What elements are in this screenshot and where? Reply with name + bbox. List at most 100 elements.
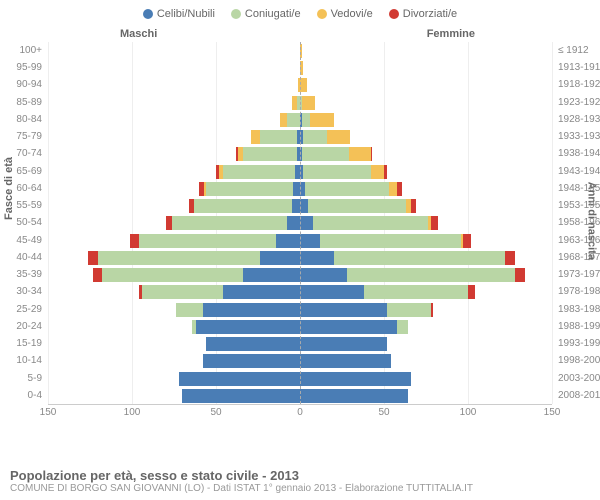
- bar-male: [206, 337, 300, 351]
- bar-female: [300, 130, 350, 144]
- age-label: 25-29: [8, 301, 48, 319]
- bar-male: [166, 216, 300, 230]
- legend: Celibi/NubiliConiugati/eVedovi/eDivorzia…: [0, 0, 600, 24]
- bar-female: [300, 320, 408, 334]
- year-label: 2008-2012: [552, 387, 600, 405]
- bar-female: [300, 285, 475, 299]
- bar-segment: [463, 234, 471, 248]
- age-label: 35-39: [8, 266, 48, 284]
- age-label: 60-64: [8, 180, 48, 198]
- year-label: ≤ 1912: [552, 42, 600, 60]
- bar-segment: [293, 182, 300, 196]
- year-label: 1998-2002: [552, 352, 600, 370]
- bar-female: [300, 96, 315, 110]
- legend-label: Celibi/Nubili: [157, 8, 215, 20]
- year-label: 1958-1962: [552, 214, 600, 232]
- bar-segment: [387, 303, 431, 317]
- year-label: 1988-1992: [552, 318, 600, 336]
- year-label: 1963-1967: [552, 232, 600, 250]
- x-tick: 150: [544, 407, 561, 418]
- age-label: 85-89: [8, 94, 48, 112]
- bar-segment: [172, 216, 286, 230]
- age-label: 50-54: [8, 214, 48, 232]
- x-tick: 50: [378, 407, 389, 418]
- bar-male: [236, 147, 300, 161]
- bar-segment: [334, 251, 505, 265]
- year-label: 1953-1957: [552, 197, 600, 215]
- bar-segment: [260, 251, 300, 265]
- bar-segment: [349, 147, 371, 161]
- bar-segment: [280, 113, 287, 127]
- bar-segment: [300, 78, 307, 92]
- bar-female: [300, 113, 334, 127]
- bar-segment: [176, 303, 203, 317]
- bar-female: [300, 389, 408, 403]
- x-tick: 100: [460, 407, 477, 418]
- bar-female: [300, 199, 416, 213]
- bar-segment: [468, 285, 475, 299]
- bar-male: [280, 113, 300, 127]
- bar-segment: [287, 113, 300, 127]
- age-label: 80-84: [8, 111, 48, 129]
- bar-segment: [300, 320, 397, 334]
- bar-female: [300, 234, 471, 248]
- bar-segment: [300, 234, 320, 248]
- bar-segment: [389, 182, 397, 196]
- bar-segment: [320, 234, 461, 248]
- x-tick: 150: [40, 407, 57, 418]
- year-label: 1973-1977: [552, 266, 600, 284]
- footer: Popolazione per età, sesso e stato civil…: [10, 468, 590, 494]
- bar-segment: [300, 303, 387, 317]
- bar-segment: [102, 268, 243, 282]
- bar-segment: [313, 216, 427, 230]
- bar-male: [139, 285, 300, 299]
- age-label: 10-14: [8, 352, 48, 370]
- bar-segment: [347, 268, 515, 282]
- age-label: 30-34: [8, 283, 48, 301]
- gender-male-label: Maschi: [120, 28, 157, 40]
- bar-segment: [305, 182, 389, 196]
- bar-segment: [397, 182, 402, 196]
- bar-segment: [98, 251, 259, 265]
- bar-female: [300, 354, 391, 368]
- bar-segment: [431, 303, 433, 317]
- bar-segment: [300, 337, 387, 351]
- x-tick: 0: [297, 407, 303, 418]
- bar-segment: [310, 113, 334, 127]
- x-axis: 15010050050100150: [48, 404, 552, 422]
- year-label: 1978-1982: [552, 283, 600, 301]
- bar-segment: [300, 268, 347, 282]
- bar-female: [300, 147, 372, 161]
- bar-segment: [182, 389, 300, 403]
- bar-segment: [142, 285, 223, 299]
- bar-segment: [243, 147, 297, 161]
- year-label: 1968-1972: [552, 249, 600, 267]
- bar-segment: [371, 147, 373, 161]
- bar-female: [300, 78, 307, 92]
- legend-label: Divorziati/e: [403, 8, 457, 20]
- bar-segment: [251, 130, 259, 144]
- plot: 100+≤ 191295-991913-191790-941918-192285…: [48, 42, 552, 422]
- year-label: 1923-1927: [552, 94, 600, 112]
- bar-male: [199, 182, 300, 196]
- bar-segment: [303, 165, 370, 179]
- bar-segment: [88, 251, 98, 265]
- bar-segment: [206, 337, 300, 351]
- year-label: 1943-1947: [552, 163, 600, 181]
- bar-segment: [300, 199, 308, 213]
- bar-segment: [300, 216, 313, 230]
- bar-segment: [411, 199, 416, 213]
- legend-item: Coniugati/e: [231, 8, 301, 20]
- bar-female: [300, 216, 438, 230]
- bar-segment: [194, 199, 291, 213]
- bar-segment: [384, 165, 387, 179]
- year-label: 1983-1987: [552, 301, 600, 319]
- bar-female: [300, 182, 402, 196]
- bar-segment: [364, 285, 468, 299]
- bar-segment: [371, 165, 384, 179]
- age-label: 90-94: [8, 76, 48, 94]
- footer-sub: COMUNE DI BORGO SAN GIOVANNI (LO) - Dati…: [10, 483, 590, 494]
- year-label: 1918-1922: [552, 76, 600, 94]
- bar-segment: [302, 96, 315, 110]
- bar-segment: [203, 354, 300, 368]
